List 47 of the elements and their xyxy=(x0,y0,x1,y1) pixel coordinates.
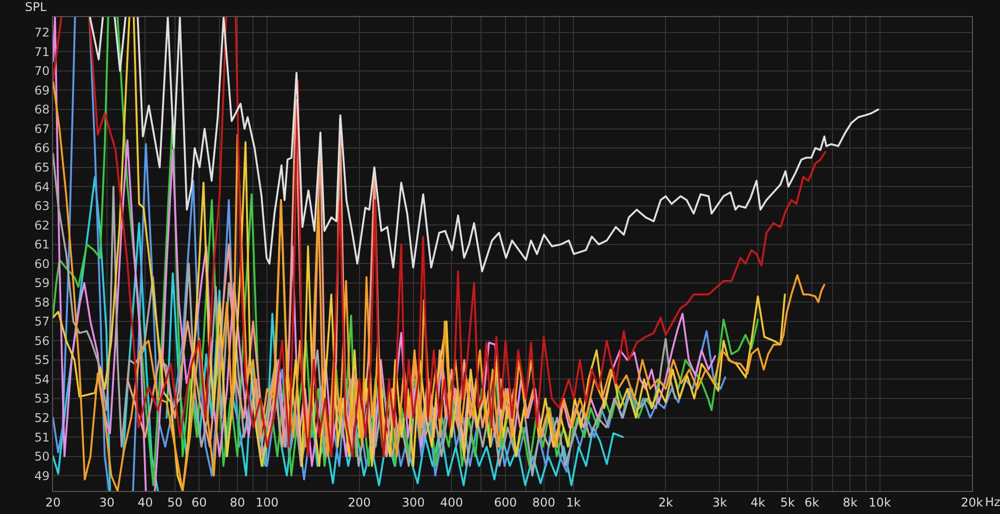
y-tick-label: 70 xyxy=(34,64,50,78)
y-tick-label: 69 xyxy=(34,83,50,98)
y-tick-label: 60 xyxy=(34,256,50,271)
y-tick-label: 62 xyxy=(34,218,50,232)
x-tick-label: 20k xyxy=(960,495,984,510)
x-tick-label: 1k xyxy=(566,495,581,510)
y-tick-label: 68 xyxy=(34,102,50,117)
y-tick-label: 49 xyxy=(34,468,50,483)
x-tick-label: 8k xyxy=(842,495,858,510)
x-tick-label: 300 xyxy=(402,495,425,510)
y-tick-label: 67 xyxy=(34,122,50,136)
y-tick-label: 66 xyxy=(34,141,50,156)
x-axis-title: Hz xyxy=(985,495,1000,509)
x-tick-label: 60 xyxy=(192,495,207,510)
x-tick-label: 600 xyxy=(494,495,517,510)
y-tick-label: 50 xyxy=(34,450,50,464)
y-tick-label: 59 xyxy=(34,276,50,290)
x-tick-label: 800 xyxy=(532,495,556,510)
y-tick-label: 58 xyxy=(34,295,50,310)
x-tick-label: 4k xyxy=(750,495,766,510)
x-tick-label: 200 xyxy=(348,495,371,510)
y-tick-label: 65 xyxy=(34,160,50,174)
y-tick-label: 57 xyxy=(34,314,50,329)
y-tick-label: 63 xyxy=(34,199,50,214)
y-tick-label: 64 xyxy=(34,180,50,194)
x-tick-label: 6k xyxy=(804,495,820,510)
y-tick-label: 71 xyxy=(34,44,50,59)
y-tick-label: 56 xyxy=(34,334,50,348)
y-tick-label: 52 xyxy=(34,410,50,425)
x-tick-label: 10k xyxy=(868,495,891,510)
y-tick-label: 72 xyxy=(34,26,50,40)
x-tick-label: 3k xyxy=(712,495,727,510)
x-tick-label: 5k xyxy=(780,495,795,510)
x-tick-label: 20 xyxy=(45,495,61,510)
y-tick-label: 54 xyxy=(34,372,50,386)
y-tick-label: 53 xyxy=(34,392,50,406)
y-tick-label: 51 xyxy=(34,430,50,444)
y-tick-label: 55 xyxy=(34,353,50,368)
x-tick-label: 30 xyxy=(99,495,115,510)
y-axis-title: SPL xyxy=(25,0,47,14)
x-tick-label: 80 xyxy=(230,495,246,510)
x-tick-label: 2k xyxy=(658,495,674,510)
x-tick-label: 40 xyxy=(138,495,153,510)
x-tick-label: 400 xyxy=(440,495,464,510)
x-tick-label: 50 xyxy=(167,495,183,510)
x-tick-label: 100 xyxy=(256,495,279,510)
y-tick-label: 61 xyxy=(34,238,50,252)
